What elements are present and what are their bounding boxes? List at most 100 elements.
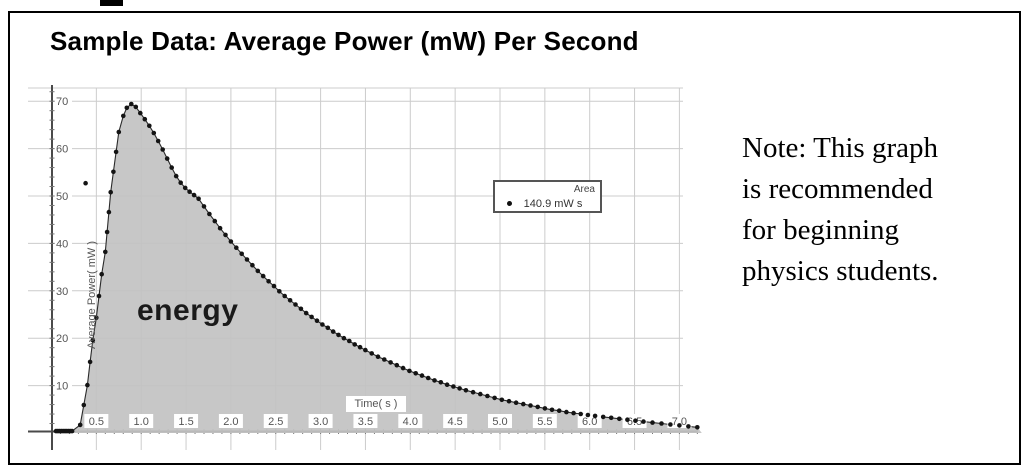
data-point-dot: [382, 357, 387, 362]
x-axis-label: Time( s ): [346, 396, 406, 412]
note-line: for beginning: [742, 214, 900, 246]
x-tick-label-bg: [84, 414, 109, 428]
x-tick-label: 2.0: [223, 416, 238, 428]
data-point-dot: [271, 283, 277, 289]
page-crop-artifact: [100, 0, 123, 6]
data-point-dot: [81, 402, 87, 408]
data-point-dot: [191, 192, 197, 198]
data-point-dot: [239, 251, 244, 257]
data-point-dot: [133, 104, 139, 110]
data-point-dot: [103, 249, 108, 255]
data-point-dot: [394, 362, 400, 368]
data-point-dot: [585, 412, 591, 418]
data-point-dot: [69, 428, 75, 434]
x-tick-label-bg: [532, 414, 557, 428]
x-tick-label: 5.5: [537, 416, 552, 428]
data-point-dot: [347, 338, 352, 344]
data-point-dot: [425, 375, 431, 381]
legend-header: Area: [573, 184, 595, 195]
data-point-dot: [124, 105, 130, 111]
data-point-dot: [336, 332, 341, 338]
data-point-dot: [438, 380, 444, 385]
data-point-dot: [113, 149, 119, 155]
data-point-dot: [187, 189, 192, 194]
data-point-dot: [650, 420, 655, 425]
data-point-dot: [129, 101, 134, 107]
data-point-dot: [228, 239, 234, 244]
data-point-dot: [116, 129, 122, 135]
x-tick-label: 2.5: [268, 416, 283, 428]
note-text: Note: This graph is recommended for begi…: [742, 128, 1012, 292]
x-tick-label: 4.5: [448, 416, 463, 428]
data-point-dot: [160, 147, 165, 152]
y-tick-label-bg: [55, 141, 72, 155]
x-tick-label-bg: [667, 414, 692, 428]
y-tick-label-bg: [55, 189, 72, 202]
x-tick-label-bg: [174, 414, 199, 428]
y-tick-label-bg: [55, 94, 72, 108]
data-point-dot: [375, 354, 381, 360]
data-point-dot: [432, 378, 437, 383]
data-point-dot: [451, 384, 456, 389]
data-point-dot: [314, 318, 320, 324]
data-point-dot: [419, 373, 425, 378]
y-tick-label-bg: [55, 378, 72, 392]
x-tick-label: 7.0: [672, 416, 687, 428]
data-point-dot: [87, 359, 93, 365]
data-point-dot: [260, 273, 266, 279]
data-point-dot: [90, 337, 96, 343]
data-point-dot: [444, 382, 450, 388]
data-point-dot: [104, 229, 110, 235]
note-line: Note: This graph: [742, 132, 938, 164]
data-point-dot: [201, 204, 207, 209]
data-point-dot: [169, 165, 174, 170]
x-tick-label-bg: [263, 414, 288, 428]
data-point-dot: [108, 189, 113, 195]
x-tick-label: 4.0: [403, 416, 418, 428]
data-point-dot: [178, 180, 183, 185]
legend-marker-dot-icon: [507, 201, 512, 206]
data-point-dot: [470, 389, 476, 395]
x-tick-label-bg: [129, 414, 154, 428]
data-point-dot: [608, 415, 614, 421]
data-point-dot: [413, 371, 419, 376]
data-point-dot: [244, 257, 250, 262]
data-point-dot: [400, 365, 406, 371]
data-point-dot: [695, 425, 700, 430]
data-point-dot: [478, 391, 483, 397]
data-point-dot: [147, 123, 152, 129]
data-point-dot: [164, 156, 170, 161]
data-point-dot: [77, 422, 83, 428]
data-point-dot: [686, 424, 691, 429]
data-point-dot: [298, 306, 304, 312]
data-point-dot: [659, 421, 664, 426]
data-points: [53, 101, 700, 434]
y-axis-label: Average Power( mW ): [86, 241, 98, 349]
energy-annotation: energy: [137, 294, 239, 327]
data-point-dot: [564, 409, 569, 415]
x-tick-label: 3.0: [313, 416, 328, 428]
x-tick-label-bg: [308, 414, 333, 428]
legend-area-value: 140.9 mW s: [523, 197, 583, 210]
data-point-dot: [287, 298, 293, 303]
data-point-dot: [217, 225, 223, 231]
data-point-dot: [96, 293, 102, 299]
data-point-dot: [485, 393, 490, 399]
data-point-dot: [492, 395, 497, 401]
data-point-dot: [625, 417, 630, 423]
data-point-dot: [677, 423, 682, 428]
data-point-dot: [223, 232, 228, 238]
data-point-dot: [234, 245, 239, 250]
data-point-dot: [521, 401, 526, 407]
area-fill: [55, 104, 702, 433]
data-point-dot: [506, 398, 512, 404]
data-point-dot: [325, 325, 331, 331]
data-point-dot: [352, 342, 358, 347]
data-point-dot: [303, 310, 309, 316]
data-point-dot: [528, 403, 533, 408]
x-tick-label: 1.5: [178, 416, 193, 428]
data-point-dot: [142, 116, 148, 122]
x-tick-label: 1.0: [134, 416, 149, 428]
x-tick-label-bg: [398, 414, 423, 428]
